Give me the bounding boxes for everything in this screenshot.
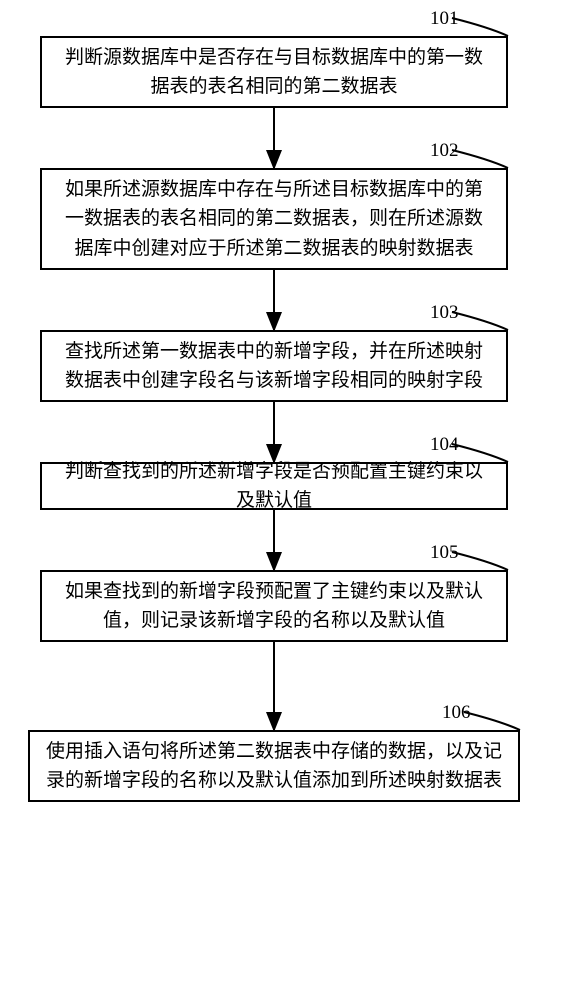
flow-node-label-101: 101 [430, 8, 459, 30]
callout-line [452, 18, 508, 36]
callout-line [464, 712, 520, 730]
flow-node-text: 使用插入语句将所述第二数据表中存储的数据，以及记录的新增字段的名称以及默认值添加… [46, 737, 502, 796]
flowchart-container: 判断源数据库中是否存在与目标数据库中的第一数据表的表名相同的第二数据表 101 如果… [0, 0, 566, 1000]
flow-node-102: 如果所述源数据库中存在与所述目标数据库中的第一数据表的表名相同的第二数据表，则在… [40, 168, 508, 270]
flow-node-label-106: 106 [442, 702, 471, 724]
flow-node-103: 查找所述第一数据表中的新增字段，并在所述映射数据表中创建字段名与该新增字段相同的… [40, 330, 508, 402]
flow-node-label-103: 103 [430, 302, 459, 324]
flow-node-label-102: 102 [430, 140, 459, 162]
flow-node-101: 判断源数据库中是否存在与目标数据库中的第一数据表的表名相同的第二数据表 [40, 36, 508, 108]
flow-node-label-105: 105 [430, 542, 459, 564]
flow-node-text: 判断源数据库中是否存在与目标数据库中的第一数据表的表名相同的第二数据表 [58, 43, 490, 102]
flow-node-105: 如果查找到的新增字段预配置了主键约束以及默认值，则记录该新增字段的名称以及默认值 [40, 570, 508, 642]
flow-node-text: 查找所述第一数据表中的新增字段，并在所述映射数据表中创建字段名与该新增字段相同的… [58, 337, 490, 396]
callout-line [452, 312, 508, 330]
callout-line [452, 552, 508, 570]
flow-node-104: 判断查找到的所述新增字段是否预配置主键约束以及默认值 [40, 462, 508, 510]
flow-node-text: 如果查找到的新增字段预配置了主键约束以及默认值，则记录该新增字段的名称以及默认值 [58, 577, 490, 636]
flow-node-label-104: 104 [430, 434, 459, 456]
flow-node-text: 如果所述源数据库中存在与所述目标数据库中的第一数据表的表名相同的第二数据表，则在… [58, 175, 490, 263]
callout-line [452, 150, 508, 168]
flow-node-106: 使用插入语句将所述第二数据表中存储的数据，以及记录的新增字段的名称以及默认值添加… [28, 730, 520, 802]
flow-node-text: 判断查找到的所述新增字段是否预配置主键约束以及默认值 [58, 457, 490, 516]
